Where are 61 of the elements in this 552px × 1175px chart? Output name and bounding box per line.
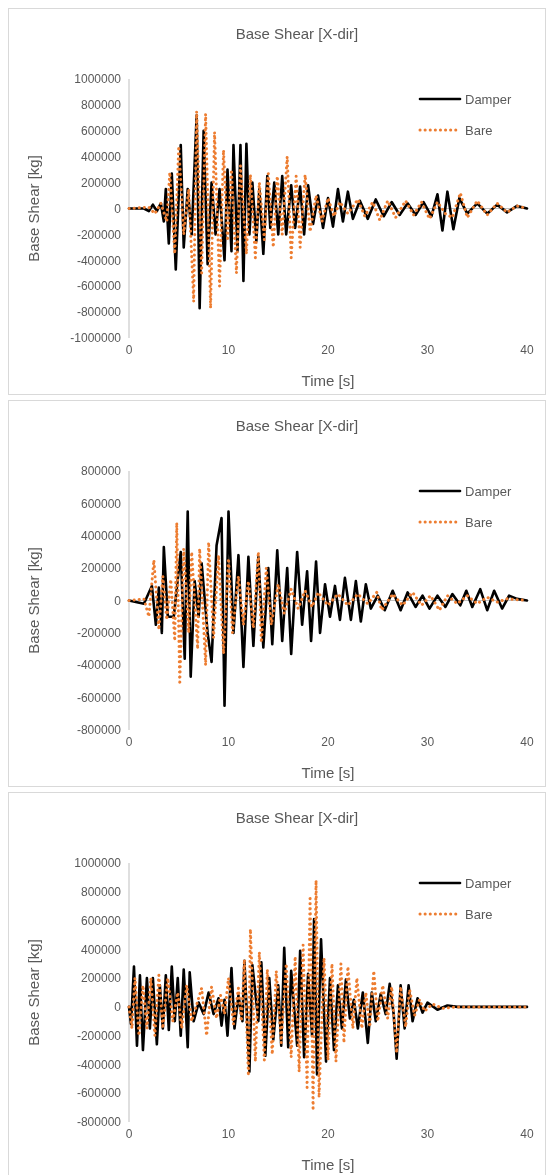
y-tick-label: -600000 bbox=[76, 1086, 122, 1101]
y-tick-label: -800000 bbox=[76, 305, 122, 320]
x-axis-title: Time [s] bbox=[301, 372, 355, 389]
y-axis-title: Base Shear [kg] bbox=[25, 155, 42, 262]
y-axis-title: Base Shear [kg] bbox=[25, 939, 42, 1046]
x-tick-label: 40 bbox=[520, 343, 534, 357]
y-tick-label: -200000 bbox=[76, 1028, 122, 1043]
legend-label: Bare bbox=[465, 122, 493, 138]
y-tick-label: 400000 bbox=[80, 942, 122, 957]
y-tick-label: -1000000 bbox=[70, 331, 122, 346]
x-tick-label: 0 bbox=[125, 343, 133, 357]
legend-label: Bare bbox=[465, 514, 493, 530]
y-tick-label: 400000 bbox=[80, 149, 122, 164]
y-tick-label: -600000 bbox=[76, 279, 122, 294]
x-tick-label: 10 bbox=[221, 343, 236, 357]
x-tick-label: 30 bbox=[420, 735, 435, 749]
y-tick-label: 800000 bbox=[80, 464, 122, 479]
legend-label: Bare bbox=[465, 906, 493, 922]
y-tick-label: -800000 bbox=[76, 1115, 122, 1130]
legend-label: Damper bbox=[465, 875, 512, 891]
y-tick-label: 200000 bbox=[80, 561, 122, 576]
y-tick-label: 600000 bbox=[80, 496, 122, 511]
y-tick-label: 600000 bbox=[80, 124, 122, 138]
y-tick-label: 200000 bbox=[80, 971, 122, 986]
x-tick-label: 0 bbox=[125, 735, 133, 749]
legend-label: Damper bbox=[465, 91, 512, 107]
y-tick-label: 200000 bbox=[80, 175, 122, 190]
x-tick-label: 30 bbox=[420, 1127, 435, 1141]
y-tick-label: -400000 bbox=[76, 1057, 122, 1072]
y-tick-label: -200000 bbox=[76, 626, 122, 641]
x-tick-label: 20 bbox=[321, 735, 335, 749]
y-tick-label: 800000 bbox=[80, 884, 122, 899]
chart-title: Base Shear [X-dir] bbox=[235, 25, 359, 42]
chart-title: Base Shear [X-dir] bbox=[235, 809, 359, 826]
y-tick-label: -800000 bbox=[76, 723, 122, 738]
chart-title: Base Shear [X-dir] bbox=[235, 417, 359, 434]
y-tick-label: 0 bbox=[114, 593, 122, 608]
x-tick-label: 40 bbox=[520, 1127, 534, 1141]
y-tick-label: -400000 bbox=[76, 658, 122, 673]
x-tick-label: 10 bbox=[221, 1127, 236, 1141]
legend-label: Damper bbox=[465, 483, 512, 499]
x-tick-label: 20 bbox=[321, 1127, 335, 1141]
y-tick-label: 800000 bbox=[80, 98, 122, 113]
x-tick-label: 20 bbox=[321, 343, 335, 357]
x-tick-label: 40 bbox=[520, 735, 534, 749]
y-tick-label: -600000 bbox=[76, 690, 122, 705]
y-tick-label: 0 bbox=[114, 1000, 122, 1015]
x-tick-label: 10 bbox=[221, 735, 236, 749]
line-series bbox=[127, 878, 529, 1112]
y-tick-label: -400000 bbox=[76, 253, 122, 268]
x-tick-label: 0 bbox=[125, 1127, 133, 1141]
x-axis-title: Time [s] bbox=[301, 764, 355, 781]
x-axis-title: Time [s] bbox=[301, 1156, 355, 1173]
y-tick-label: 0 bbox=[114, 201, 122, 216]
y-axis-title: Base Shear [kg] bbox=[25, 547, 42, 654]
x-tick-label: 30 bbox=[420, 343, 435, 357]
y-tick-label: 1000000 bbox=[74, 72, 122, 87]
y-tick-label: 1000000 bbox=[74, 856, 122, 871]
y-tick-label: 600000 bbox=[80, 913, 122, 928]
y-tick-label: 400000 bbox=[80, 528, 122, 543]
y-tick-label: -200000 bbox=[76, 227, 122, 242]
